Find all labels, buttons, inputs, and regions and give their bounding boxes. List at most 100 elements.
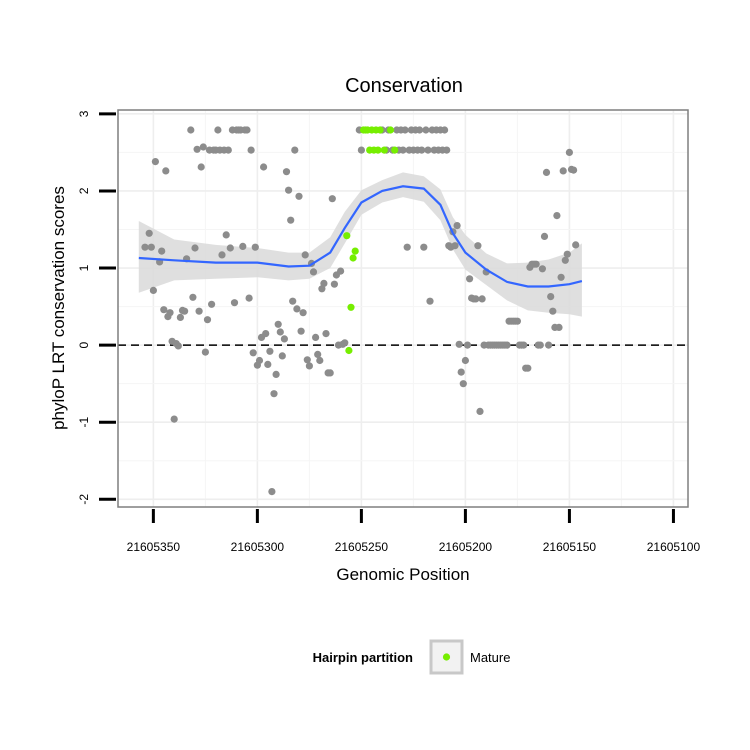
point-other [466,275,474,283]
point-other [195,307,203,315]
point-other [203,316,212,324]
point-other [270,390,278,398]
point-other [401,126,409,134]
point-other [278,352,286,360]
point-other [513,317,522,325]
point-other [418,146,426,154]
point-other [174,342,182,350]
point-other [457,368,465,376]
point-other [453,222,461,230]
point-mature [351,247,359,255]
point-other [160,306,168,314]
legend: Hairpin partition Mature [313,639,510,675]
point-other [147,243,155,251]
point-other [151,158,159,166]
point-other [426,297,434,305]
point-other [293,305,301,313]
x-tick-label: 21605100 [647,540,701,554]
point-other [226,244,234,252]
point-mature [347,303,355,311]
y-tick-label: -2 [77,494,91,505]
point-other [547,293,555,301]
point-other [305,362,313,370]
point-other [524,364,532,372]
point-other [230,299,239,307]
point-other [266,347,274,355]
legend-key-mature [442,653,451,661]
y-axis-title: phyloP LRT conservation scores [49,186,68,430]
point-other [218,251,226,259]
point-other [287,216,295,224]
point-other [141,243,149,251]
point-other [224,146,232,154]
point-other [322,330,330,338]
y-tick-label: 0 [77,341,91,348]
legend-label-mature: Mature [470,650,510,665]
point-other [166,309,174,317]
point-other [149,286,157,294]
point-other [189,293,197,301]
point-other [274,320,282,328]
point-other [145,229,153,237]
data-points [141,126,580,496]
point-other [532,260,540,268]
y-axis: -2 -1 0 1 2 3 [77,110,116,505]
x-axis: 21605350 21605300 21605250 21605200 21605150… [127,509,701,554]
point-other [403,243,411,251]
point-other [262,330,270,338]
point-other [472,295,480,303]
point-other [459,380,467,388]
y-tick-label: 2 [77,187,91,194]
grid-lines [118,110,688,507]
point-other [474,242,482,250]
point-other [399,146,407,154]
point-other [314,350,322,358]
point-other [555,323,563,331]
point-other [158,247,166,255]
point-mature [380,146,388,154]
point-other [557,273,565,281]
point-other [572,241,580,249]
y-tick-label: 1 [77,264,91,271]
point-other [422,126,430,134]
point-other [341,339,349,347]
point-other [214,126,222,134]
point-other [247,146,255,154]
point-other [245,294,253,302]
point-other [549,307,557,315]
point-other [320,279,328,287]
point-other [463,341,472,349]
x-tick-label: 21605150 [543,540,597,554]
point-other [243,126,251,134]
point-other [272,370,280,378]
point-other [536,341,544,349]
x-axis-title: Genomic Position [336,565,469,584]
point-other [295,192,303,200]
point-other [357,146,365,154]
point-other [264,360,272,368]
point-other [191,244,199,252]
point-other [461,356,469,365]
x-tick-label: 21605300 [231,540,285,554]
point-other [565,148,574,156]
point-other [301,251,309,259]
point-other [416,126,424,134]
point-other [455,340,463,348]
point-other [451,242,459,250]
point-other [197,163,205,171]
point-mature [386,126,395,134]
point-other [441,126,449,134]
point-mature [391,146,399,154]
point-other [276,328,284,336]
point-other [520,341,528,349]
point-other [170,415,178,423]
point-other [222,231,230,239]
point-other [326,369,334,377]
point-other [249,349,257,357]
point-other [260,163,268,171]
point-other [540,232,549,240]
point-mature [349,254,357,262]
point-other [476,407,484,415]
point-other [280,335,288,343]
